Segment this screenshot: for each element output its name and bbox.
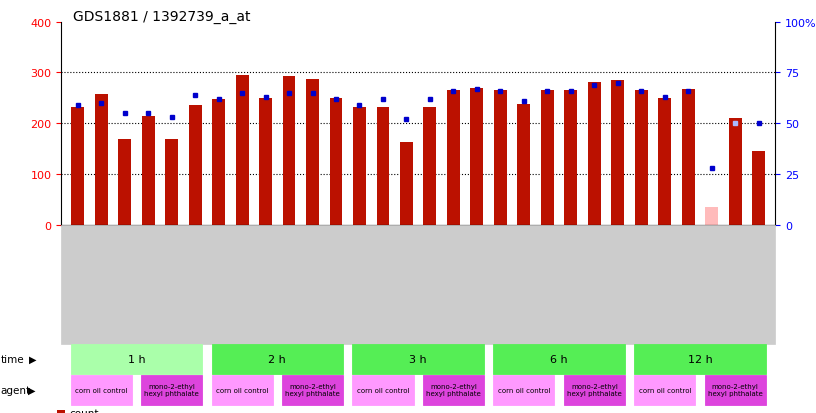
Text: 1 h: 1 h (127, 354, 145, 364)
Bar (95, 95, 108, 225)
Bar (729, 119, 742, 225)
Bar (494, 91, 507, 225)
Text: count: count (69, 408, 99, 413)
Bar (424, 108, 437, 225)
Bar (188, 106, 202, 225)
Bar (376, 108, 389, 225)
Bar (752, 152, 765, 225)
Text: mono-2-ethyl
hexyl phthalate: mono-2-ethyl hexyl phthalate (285, 383, 340, 396)
Bar (306, 79, 319, 225)
Bar (541, 91, 554, 225)
Text: mono-2-ethyl
hexyl phthalate: mono-2-ethyl hexyl phthalate (426, 383, 481, 396)
Text: corn oil control: corn oil control (639, 387, 691, 393)
Text: ▶: ▶ (28, 385, 35, 395)
Text: corn oil control: corn oil control (75, 387, 127, 393)
Text: 12 h: 12 h (688, 354, 712, 364)
Bar (118, 140, 131, 225)
Text: mono-2-ethyl
hexyl phthalate: mono-2-ethyl hexyl phthalate (144, 383, 199, 396)
Bar (330, 99, 343, 225)
Bar (212, 100, 225, 225)
Text: corn oil control: corn oil control (498, 387, 550, 393)
Bar (588, 83, 601, 225)
Bar (71, 108, 84, 225)
Text: GDS1881 / 1392739_a_at: GDS1881 / 1392739_a_at (73, 10, 251, 24)
Bar (165, 140, 178, 225)
Text: 2 h: 2 h (268, 354, 286, 364)
Bar (236, 76, 249, 225)
Bar (659, 99, 672, 225)
Bar (142, 116, 154, 225)
Bar (447, 91, 460, 225)
Bar (635, 91, 648, 225)
Text: mono-2-ethyl
hexyl phthalate: mono-2-ethyl hexyl phthalate (708, 383, 763, 396)
Bar (565, 91, 578, 225)
Text: corn oil control: corn oil control (215, 387, 268, 393)
Bar (400, 142, 413, 225)
Bar (259, 99, 272, 225)
Bar (682, 90, 694, 225)
Bar (705, 207, 718, 225)
Text: 3 h: 3 h (410, 354, 427, 364)
Text: 6 h: 6 h (550, 354, 568, 364)
Bar (353, 108, 366, 225)
Bar (611, 81, 624, 225)
Text: agent: agent (1, 385, 31, 395)
Bar (471, 88, 483, 225)
Text: corn oil control: corn oil control (357, 387, 409, 393)
Text: mono-2-ethyl
hexyl phthalate: mono-2-ethyl hexyl phthalate (567, 383, 622, 396)
Bar (517, 104, 530, 225)
Text: ▶: ▶ (29, 354, 37, 364)
Text: time: time (1, 354, 24, 364)
Bar (282, 77, 295, 225)
